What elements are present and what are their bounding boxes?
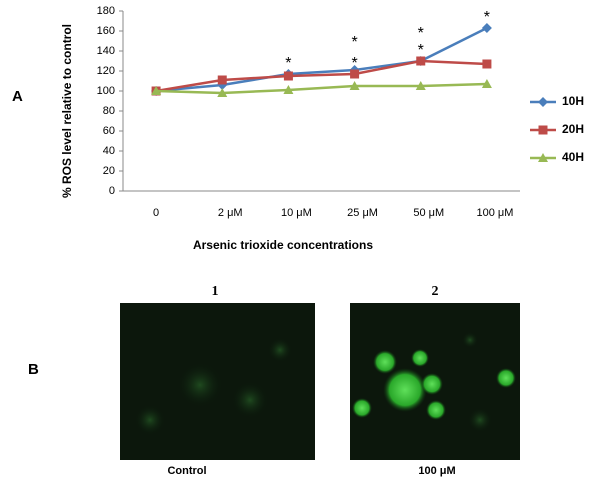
cell — [352, 398, 372, 418]
x-tick-label: 100 μM — [476, 207, 513, 219]
y-axis-title: % ROS level relative to control — [60, 24, 74, 198]
y-tick-label: 20 — [103, 165, 115, 177]
marker — [538, 97, 548, 107]
marker — [349, 81, 360, 90]
x-tick-label: 10 μM — [281, 207, 312, 219]
marker — [415, 81, 426, 90]
legend-label: 40H — [562, 150, 584, 164]
marker — [217, 88, 228, 97]
cell — [426, 400, 446, 420]
marker — [481, 23, 492, 33]
marker — [538, 125, 548, 135]
y-tick-label: 120 — [97, 65, 115, 77]
significance-mark: * — [418, 25, 424, 42]
series-line — [155, 26, 488, 93]
y-tick-label: 140 — [97, 45, 115, 57]
cell — [496, 368, 516, 388]
significance-mark: * — [351, 55, 357, 72]
y-tick-label: 0 — [109, 185, 115, 197]
significance-mark: * — [285, 55, 291, 72]
y-tick-label: 60 — [103, 125, 115, 137]
marker — [416, 56, 426, 66]
image-label: 2 — [432, 284, 439, 299]
y-tick-label: 160 — [97, 25, 115, 37]
cell — [135, 405, 165, 435]
cell — [178, 363, 222, 407]
legend-label: 10H — [562, 94, 584, 108]
marker — [482, 59, 492, 69]
cell — [421, 373, 443, 395]
y-tick-label: 40 — [103, 145, 115, 157]
cell — [411, 349, 429, 367]
cell — [383, 368, 427, 412]
series-line — [155, 59, 487, 93]
chart: 0 20 40 60 80 100 120 140 160 180 0 2 μM 10 μM 25 μM 5… — [60, 0, 584, 252]
significance-mark: * — [351, 34, 357, 51]
x-tick-label: 0 — [153, 207, 159, 219]
panel-label: B — [28, 361, 39, 378]
x-tick-label: 2 μM — [218, 207, 243, 219]
y-tick-label: 100 — [97, 85, 115, 97]
cell — [373, 350, 397, 374]
image-caption: 100 μM — [418, 465, 455, 477]
x-axis-title: Arsenic trioxide concentrations — [193, 238, 373, 252]
y-tick-label: 180 — [97, 5, 115, 17]
image-label: 1 — [212, 284, 219, 299]
x-tick-label: 25 μM — [347, 207, 378, 219]
series-line — [156, 82, 487, 95]
cell — [468, 408, 492, 432]
marker — [283, 71, 293, 81]
marker — [283, 85, 294, 94]
image-caption: Control — [167, 465, 206, 477]
cell — [462, 332, 478, 348]
marker — [481, 79, 492, 88]
marker — [350, 69, 360, 79]
cell — [232, 382, 268, 418]
micrograph: 2 100 μM — [350, 284, 520, 477]
significance-mark: * — [484, 0, 490, 9]
micrograph: 1 Control — [120, 284, 315, 477]
significance-mark: * — [484, 9, 490, 26]
marker — [151, 86, 162, 95]
cell — [268, 338, 292, 362]
significance-mark: * — [418, 42, 424, 59]
legend-label: 20H — [562, 122, 584, 136]
panel-label: A — [12, 88, 23, 105]
marker — [217, 75, 227, 85]
marker — [538, 153, 548, 162]
y-tick-label: 80 — [103, 105, 115, 117]
x-tick-label: 50 μM — [413, 207, 444, 219]
